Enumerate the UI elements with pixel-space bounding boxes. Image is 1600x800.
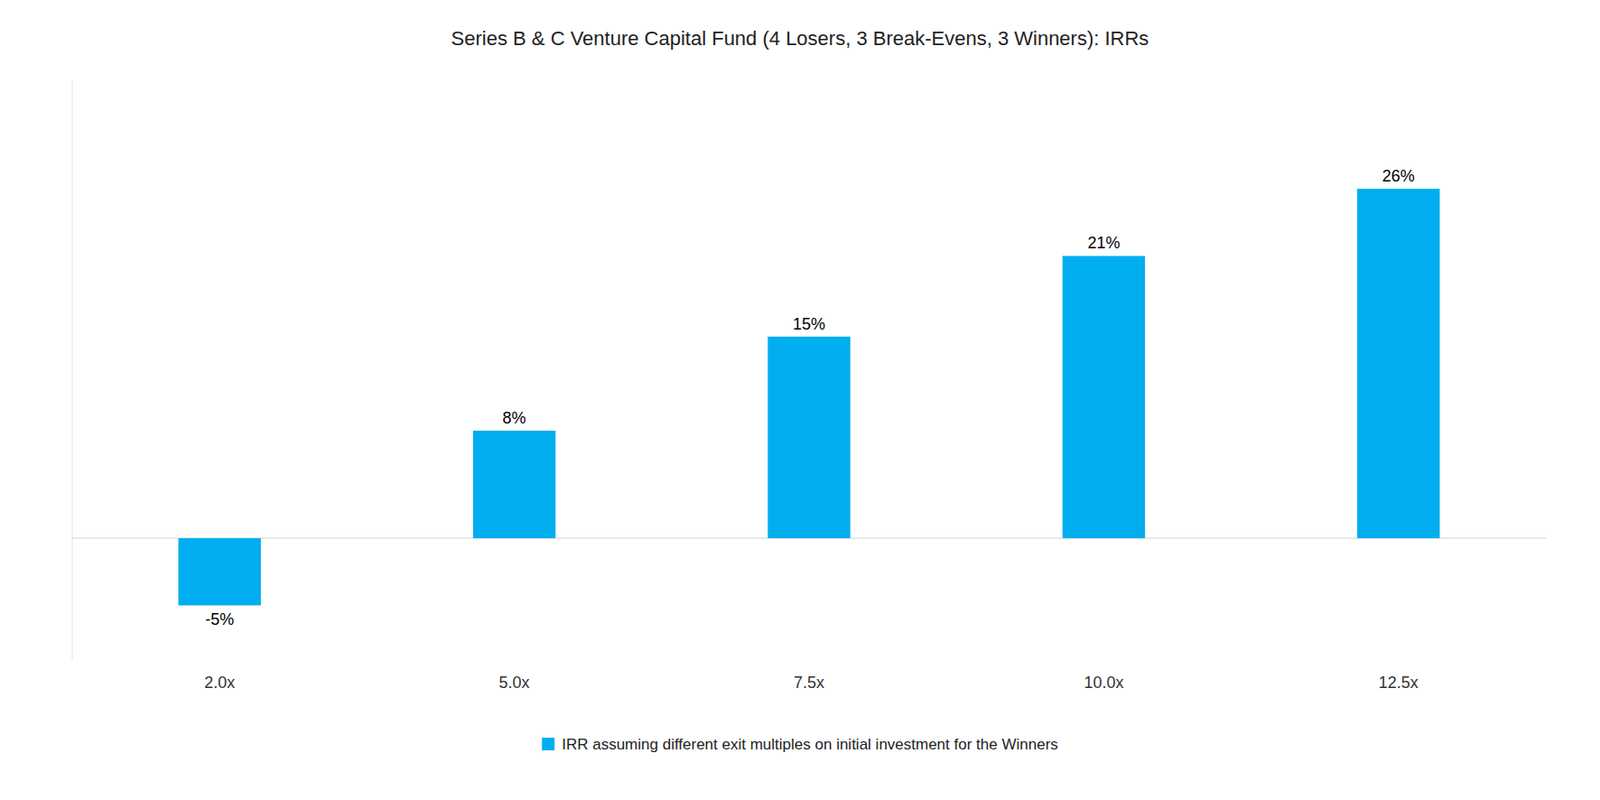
data-label: 15% <box>792 315 826 334</box>
data-label: 8% <box>502 409 527 428</box>
data-label: -5% <box>204 610 234 629</box>
chart-svg: Series B & C Venture Capital Fund (4 Los… <box>0 0 1600 800</box>
bar <box>1357 188 1440 539</box>
bar <box>473 430 556 539</box>
bar <box>1062 255 1145 539</box>
bars <box>178 188 1441 605</box>
y-axis-line <box>72 81 74 660</box>
chart-container: Series B & C Venture Capital Fund (4 Los… <box>0 0 1600 800</box>
bar <box>178 538 261 605</box>
x-tick-label: 10.0x <box>1083 673 1124 692</box>
legend-item: IRR assuming different exit multiples on… <box>541 735 1059 754</box>
legend-label: IRR assuming different exit multiples on… <box>561 735 1059 754</box>
title: Series B & C Venture Capital Fund (4 Los… <box>451 27 1150 50</box>
x-axis: 2.0x 5.0x 7.5x 10.0x 12.5x <box>204 673 1419 692</box>
data-label: 26% <box>1382 167 1415 186</box>
x-tick-label: 2.0x <box>204 673 235 692</box>
bar <box>767 336 850 539</box>
x-tick-label: 7.5x <box>793 673 825 692</box>
x-tick-label: 12.5x <box>1378 673 1419 692</box>
legend: IRR assuming different exit multiples on… <box>541 735 1059 754</box>
data-label: 21% <box>1087 233 1120 252</box>
legend-swatch <box>541 737 555 751</box>
x-tick-label: 5.0x <box>499 673 531 692</box>
data-labels: -5% 8% 15% 21% 26% <box>204 167 1415 629</box>
